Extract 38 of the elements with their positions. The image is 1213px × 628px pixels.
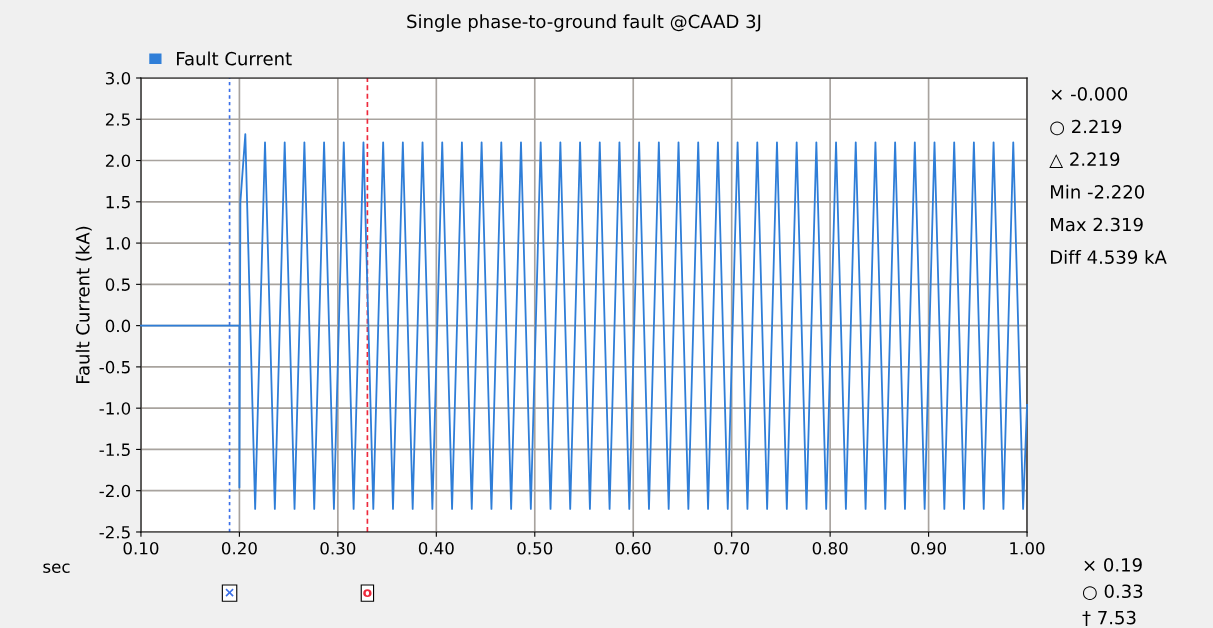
text: × 0.19 bbox=[1084, 558, 1142, 572]
ref-line-label: o bbox=[363, 589, 372, 598]
text: △ 2.219 bbox=[1049, 152, 1120, 168]
y-tick-label: 0.0 bbox=[105, 319, 131, 333]
text: Min -2.220 bbox=[1051, 184, 1145, 199]
x-tick-label: 0.40 bbox=[418, 542, 454, 555]
x-axis-title: sec bbox=[43, 563, 70, 573]
text: Diff 4.539 kA bbox=[1051, 250, 1167, 264]
y-tick-label: -2.0 bbox=[99, 484, 131, 498]
x-tick-label: 0.20 bbox=[221, 542, 257, 555]
x-tick-label: 1.00 bbox=[1010, 542, 1045, 555]
y-tick-label: 2.0 bbox=[105, 154, 131, 168]
y-tick-label: 1.0 bbox=[106, 237, 131, 250]
chart-title: Single phase-to-ground fault @CAAD 3J bbox=[407, 14, 761, 32]
x-tick-label: 0.70 bbox=[714, 542, 750, 555]
y-axis-title: Fault Current (kA) bbox=[75, 226, 92, 383]
text: ○ 2.219 bbox=[1050, 119, 1122, 136]
text: † 7.53 bbox=[1082, 610, 1136, 626]
y-tick-label: 3.0 bbox=[105, 71, 131, 85]
line-series bbox=[140, 133, 1028, 510]
y-tick-label: -2.5 bbox=[99, 525, 130, 539]
y-tick-label: 0.5 bbox=[105, 278, 130, 291]
y-tick-label: -0.5 bbox=[99, 360, 130, 374]
x-tick-label: 0.80 bbox=[812, 542, 848, 555]
ref-line-label: × bbox=[225, 588, 234, 597]
x-tick-label: 0.90 bbox=[911, 542, 947, 555]
x-tick-label: 0.10 bbox=[123, 542, 159, 555]
x-tick-label: 0.60 bbox=[615, 542, 651, 555]
y-tick-label: -1.5 bbox=[99, 443, 130, 457]
text: ○ 0.33 bbox=[1082, 584, 1143, 601]
legend-label: Fault Current bbox=[177, 51, 292, 66]
x-tick-label: 0.50 bbox=[517, 542, 553, 555]
y-tick-label: -1.0 bbox=[99, 402, 131, 415]
y-tick-label: 2.5 bbox=[105, 113, 130, 126]
y-tick-label: 1.5 bbox=[106, 195, 130, 209]
text: Max 2.319 bbox=[1051, 217, 1143, 232]
x-tick-label: 0.30 bbox=[320, 542, 356, 555]
text: × -0.000 bbox=[1051, 87, 1128, 101]
